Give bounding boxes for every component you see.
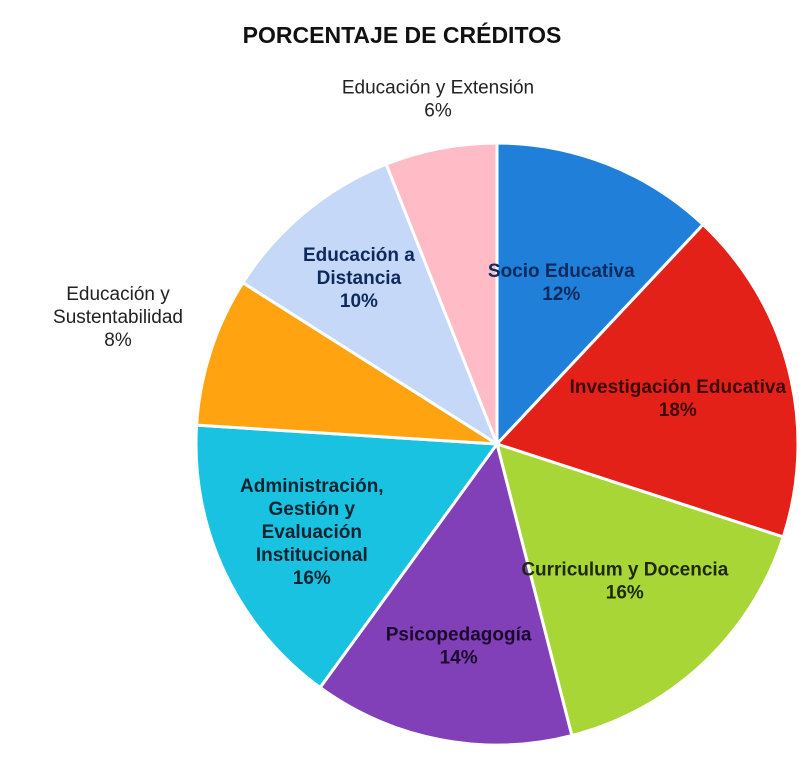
slice-label: Educación a Distancia 10% [303,245,415,312]
pie-slice [494,441,786,738]
slice-name: Gestión y [269,499,356,520]
slice-percent: 16% [293,568,331,589]
slice-label: Curriculum y Docencia 16% [521,560,728,604]
slice-name: Educación a [303,245,415,266]
slice-name: Evaluación [262,522,362,543]
slice-percent: 16% [606,583,644,604]
slice-percent: 8% [104,330,132,351]
slice-name: Investigación Educativa [570,377,787,398]
slice-name: Institucional [256,545,368,566]
slice-label: Socio Educativa 12% [488,261,635,305]
slice-label: Administración, Gestión y Evaluación Instit… [240,476,384,589]
slice-percent: 6% [424,101,452,122]
pie-slice [194,423,500,690]
slice-name: Distancia [317,268,402,289]
slice-label: Investigación Educativa 18% [570,377,787,421]
slice-percent: 12% [542,284,580,305]
slice-percent: 18% [659,400,697,421]
slice-name: Curriculum y Docencia [521,560,728,581]
pie-slice [494,222,800,539]
slice-name: Sustentabilidad [53,307,183,328]
slice-percent: 14% [440,648,478,669]
pie-slice [384,141,499,445]
slice-name: Psicopedagogía [386,625,532,646]
pie-slice [240,162,501,448]
slice-percent: 10% [340,291,378,312]
slice-name: Educación y Extensión [342,78,534,99]
pie-slice [495,141,706,448]
pie-slice [194,280,498,446]
slice-name: Administración, [240,476,384,497]
chart-title: PORCENTAJE DE CRÉDITOS [242,22,562,48]
slice-label: Psicopedagogía 14% [386,625,532,669]
slice-name: Socio Educativa [488,261,635,282]
slice-name: Educación y [66,284,170,305]
pie-slice [317,440,574,747]
slice-label: Educación y Extensión 6% [342,78,534,122]
slice-label: Educación y Sustentabilidad 8% [53,284,183,351]
